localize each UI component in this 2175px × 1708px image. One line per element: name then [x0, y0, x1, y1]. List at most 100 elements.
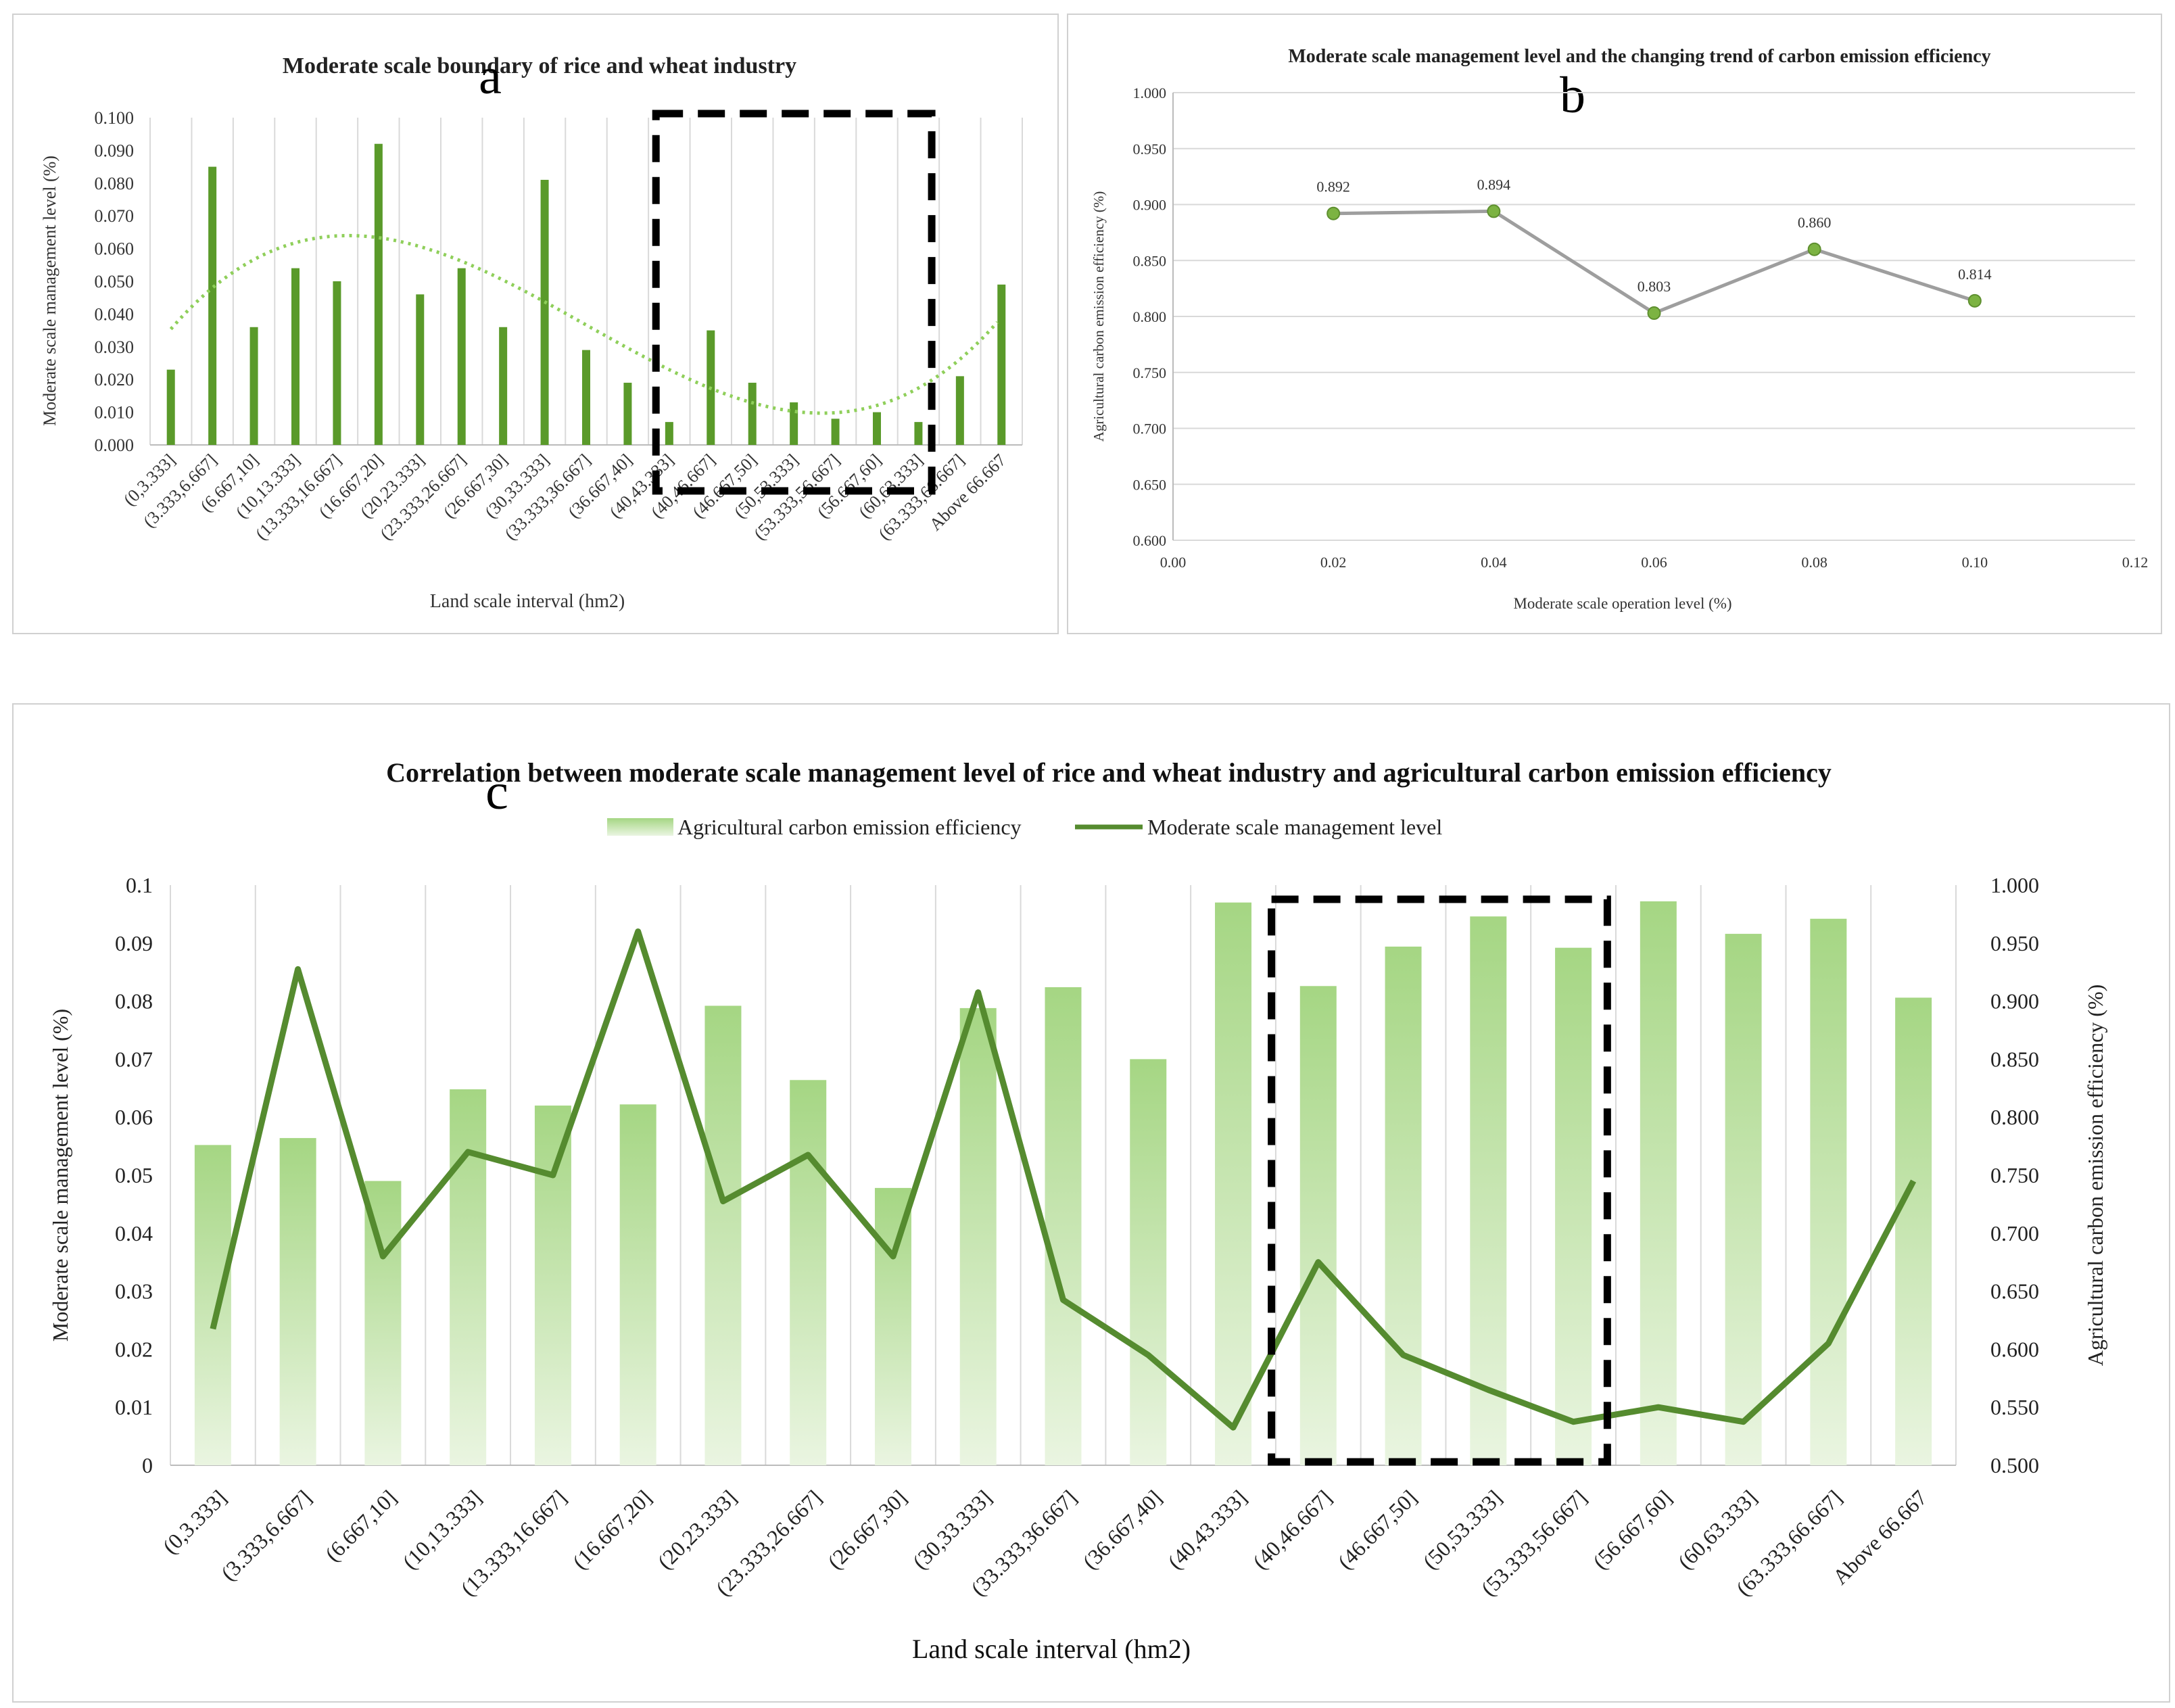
chart-c-plot: 0 0.01 0.02 0.03 0.04 0.05 0.06 0.07 0.08 0.09 0.1…: [115, 873, 2039, 1600]
chart-c-bar: [279, 1138, 316, 1465]
chart-b-xlabel: Moderate scale operation level (%): [1513, 595, 1731, 612]
chart-c-xtick: (3.333,6.667]: [216, 1485, 316, 1585]
chart-c-ytick-right: 0.600: [1990, 1337, 2039, 1361]
chart-a-trendline: [169, 233, 999, 415]
chart-c-ytick-right: 0.700: [1990, 1221, 2039, 1246]
chart-a-ytick: 0.090: [95, 141, 135, 160]
chart-c-ytick-right: 0.850: [1990, 1047, 2039, 1071]
chart-a-bar: [582, 350, 590, 445]
chart-c-xtick: (46.667,50]: [1333, 1485, 1421, 1573]
panel-letter-c: c: [485, 763, 508, 820]
chart-a-bar: [665, 422, 673, 445]
chart-a-xlabel: Land scale interval (hm2): [430, 591, 625, 612]
chart-a-bar: [831, 419, 840, 445]
chart-b-xtick: 0.08: [1801, 554, 1827, 571]
chart-c-bar: [1385, 946, 1422, 1465]
chart-c-bar: [1045, 987, 1082, 1465]
chart-b-point: [1647, 306, 1661, 321]
chart-c-ytick-left: 0.03: [115, 1279, 153, 1304]
chart-b-title: Moderate scale management level and the …: [1288, 46, 1990, 67]
chart-a-bar: [374, 143, 383, 445]
chart-c-series-line: [210, 928, 1917, 1431]
chart-a-bar: [914, 422, 923, 445]
chart-c-ytick-left: 0.04: [115, 1221, 153, 1246]
chart-c-xtick: (20,23.333]: [652, 1485, 741, 1573]
chart-a-ytick: 0.000: [95, 435, 135, 455]
panel-letter-b: b: [1560, 67, 1585, 124]
chart-c-xtick: (40,43.333]: [1163, 1485, 1251, 1573]
chart-b-ytick: 0.650: [1133, 476, 1167, 493]
chart-c-bar: [959, 1007, 997, 1465]
chart-c-bar: [534, 1106, 571, 1465]
chart-c-ylabel-left: Moderate scale management level (%): [48, 1009, 72, 1342]
chart-a-highlight-box: [652, 110, 936, 495]
chart-a-bar: [790, 402, 798, 445]
chart-c-title: Correlation between moderate scale manag…: [386, 757, 1832, 788]
chart-c-bar: [1640, 901, 1677, 1465]
chart-b-ytick: 0.900: [1133, 197, 1167, 214]
chart-c-xtick: (16.667,20]: [568, 1485, 656, 1573]
chart-c-ytick-left: 0.06: [115, 1105, 153, 1129]
legend-bar-swatch: [607, 818, 673, 836]
chart-b-point: [1326, 206, 1341, 220]
chart-c-ytick-right: 0.550: [1990, 1395, 2039, 1419]
chart-b-xtick: 0.02: [1320, 554, 1347, 571]
legend-line-label: Moderate scale management level: [1147, 815, 1442, 839]
chart-b-ytick: 0.700: [1133, 421, 1167, 437]
chart-a-bar: [623, 383, 632, 445]
chart-c-ytick-left: 0.09: [115, 931, 153, 955]
chart-a-ytick: 0.070: [95, 206, 135, 226]
chart-b-xtick: 0.06: [1641, 554, 1667, 571]
chart-b-ylabel: Agricultural carbon emission efficiency …: [1091, 191, 1107, 442]
chart-b-data-label: 0.814: [1958, 266, 1992, 283]
chart-b-xtick: 0.04: [1481, 554, 1507, 571]
chart-c-xtick: (40,46.667]: [1248, 1485, 1337, 1573]
chart-c-ytick-right: 0.900: [1990, 989, 2039, 1014]
chart-c-highlight-box: [1268, 895, 1611, 1466]
chart-c-ytick-right: 1.000: [1990, 873, 2039, 897]
chart-a-ytick: 0.100: [95, 108, 135, 128]
chart-a-bar: [873, 412, 881, 445]
chart-a-bar: [997, 284, 1006, 445]
chart-c-ytick-left: 0: [142, 1453, 153, 1477]
chart-c-xtick: (60,63.333]: [1673, 1485, 1762, 1573]
chart-b-xtick: 0.10: [1962, 554, 1988, 571]
chart-a-bar: [416, 294, 425, 445]
legend-bar-label: Agricultural carbon emission efficiency: [677, 815, 1022, 839]
chart-c-ytick-right: 0.650: [1990, 1279, 2039, 1304]
chart-c-bar: [1215, 902, 1252, 1465]
chart-c-bar: [1299, 986, 1337, 1465]
chart-c-bar: [1130, 1059, 1167, 1465]
chart-a-ytick: 0.080: [95, 174, 135, 193]
chart-a-ytick: 0.010: [95, 403, 135, 423]
chart-b-point: [1487, 204, 1501, 218]
chart-a-ytick: 0.050: [95, 272, 135, 291]
chart-a-ytick: 0.060: [95, 239, 135, 259]
chart-a-bar: [249, 327, 258, 445]
chart-c-xtick: (56.667,60]: [1588, 1485, 1677, 1573]
chart-b-data-label: 0.892: [1316, 179, 1350, 195]
chart-b-ytick: 0.850: [1133, 252, 1167, 269]
chart-c-xtick: (26.667,30]: [823, 1485, 911, 1573]
panel-b: [1067, 14, 2162, 634]
chart-c-xtick: (50,53.333]: [1418, 1485, 1506, 1573]
chart-b-data-label: 0.860: [1798, 214, 1832, 231]
chart-c-xtick: (10,13.333]: [398, 1485, 486, 1573]
chart-c-bar: [1555, 947, 1592, 1465]
chart-a-bar: [955, 376, 964, 445]
chart-c-xtick: (30,33.333]: [908, 1485, 997, 1573]
chart-b-ytick: 0.600: [1133, 532, 1167, 549]
chart-c-ytick-left: 0.01: [115, 1395, 153, 1419]
chart-c-bar: [790, 1080, 827, 1465]
chart-c-ytick-left: 0.07: [115, 1047, 153, 1071]
chart-c-ytick-left: 0.02: [115, 1337, 153, 1361]
chart-c-bar: [1810, 918, 1847, 1465]
chart-c-xtick: (36.667,40]: [1078, 1485, 1166, 1573]
chart-b-series-line: [1333, 209, 1976, 315]
chart-a-bar: [748, 383, 757, 445]
chart-a-bar: [166, 369, 175, 445]
chart-b-point: [1967, 293, 1982, 308]
chart-b-xtick: 0.12: [2122, 554, 2149, 571]
chart-a-bar: [540, 179, 549, 445]
